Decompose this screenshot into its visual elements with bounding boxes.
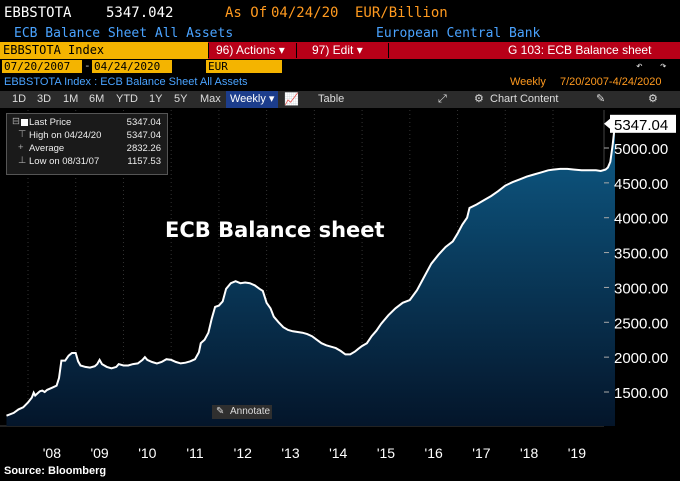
function-title: G 103: ECB Balance sheet xyxy=(508,42,678,59)
divider xyxy=(388,43,389,58)
unit: EUR/Billion xyxy=(355,5,448,21)
legend-panel[interactable]: ⊟ Last Price 5347.04 ⊤ High on 04/24/20 … xyxy=(6,113,168,175)
y-axis: 1500.00 2000.00 2500.00 3000.00 3500.00 4000.… xyxy=(604,141,668,402)
x-tick-label: '13 xyxy=(281,445,299,461)
chart-content-button[interactable]: Chart Content xyxy=(490,93,559,105)
settings-icon[interactable]: ⚙ xyxy=(648,93,658,105)
x-tick-label: '10 xyxy=(138,445,156,461)
last-value-box xyxy=(610,114,676,133)
security-header: EBBSTOTA 5347.042 As Of 04/24/20 EUR/Bil… xyxy=(0,0,680,26)
x-tick-label: '19 xyxy=(568,445,586,461)
y-tick-label: 4500.00 xyxy=(614,176,668,193)
last-value-marker: 5347.04 xyxy=(604,114,676,134)
x-tick-label: '12 xyxy=(234,445,252,461)
x-tick-label: '14 xyxy=(329,445,347,461)
edit-menu[interactable]: 97) Edit ▾ xyxy=(312,42,382,59)
average-icon: + xyxy=(18,142,24,153)
divider xyxy=(208,43,209,58)
legend-last-label: Last Price xyxy=(29,117,72,128)
legend-last-value: 5347.04 xyxy=(126,117,161,128)
period-1d[interactable]: 1D xyxy=(12,93,27,105)
period-max[interactable]: Max xyxy=(200,93,221,105)
source-footnote: Source: Bloomberg xyxy=(4,465,107,477)
x-tick-label: '15 xyxy=(377,445,395,461)
series-line xyxy=(6,123,616,417)
redo-icon[interactable]: ↷ xyxy=(660,59,667,72)
x-tick-label: '16 xyxy=(425,445,443,461)
chart-area: 1500.00 2000.00 2500.00 3000.00 3500.00 4000.… xyxy=(0,110,676,461)
chart-subtitle: EBBSTOTA Index : ECB Balance Sheet All A… xyxy=(4,76,248,88)
legend-low-label: Low on 08/31/07 xyxy=(29,156,100,167)
last-value-pointer xyxy=(604,118,610,129)
collapse-icon[interactable]: ⊟ xyxy=(12,116,20,127)
description: ECB Balance Sheet All Assets xyxy=(14,26,234,41)
chart-title: ECB Balance sheet xyxy=(165,218,385,242)
last-price: 5347.042 xyxy=(106,5,174,21)
legend-high-value: 5347.04 xyxy=(126,130,161,141)
high-icon: ⊤ xyxy=(18,129,27,140)
low-icon: ⊥ xyxy=(18,155,27,166)
chart-content-icon[interactable]: ⚙ xyxy=(474,93,484,105)
y-tick-label: 1500.00 xyxy=(614,385,668,402)
currency-select[interactable]: EUR xyxy=(206,60,282,73)
x-axis: '08 '09 '10 '11 '12 '13 '14 '15 '16 '17 '18 '19 xyxy=(43,445,586,461)
period-ytd[interactable]: YTD xyxy=(116,93,138,105)
legend-high-label: High on 04/24/20 xyxy=(29,130,102,141)
y-tick-label: 3500.00 xyxy=(614,246,668,263)
description-row: ECB Balance Sheet All Assets European Ce… xyxy=(0,26,680,42)
y-tick-label: 2000.00 xyxy=(614,350,668,367)
period-1m[interactable]: 1M xyxy=(63,93,79,105)
y-tick-label: 2500.00 xyxy=(614,315,668,332)
expand-icon[interactable]: ⤢ xyxy=(438,93,447,105)
actions-menu[interactable]: 96) Actions ▾ xyxy=(216,42,292,59)
x-tick-label: '08 xyxy=(43,445,61,461)
annotate-icon: ✎ xyxy=(216,406,225,417)
x-tick-label: '11 xyxy=(186,445,203,461)
date-range-row: 07/20/2007 - 04/24/2020 EUR ↶ ↷ xyxy=(0,59,680,74)
source-name: European Central Bank xyxy=(376,26,541,41)
series-area xyxy=(6,123,615,427)
annotate-button[interactable]: ✎ Annotate xyxy=(212,405,272,419)
y-tick-label: 3000.00 xyxy=(614,280,668,297)
x-tick-label: '17 xyxy=(472,445,490,461)
end-date-input[interactable]: 04/24/2020 xyxy=(92,60,172,73)
chart-toolbar: 1D 3D 1M 6M YTD 1Y 5Y Max Weekly ▾ 📈 Tab… xyxy=(0,91,680,108)
y-tick-label: 5000.00 xyxy=(614,141,668,158)
index-field[interactable]: EBBSTOTA Index xyxy=(0,42,208,59)
subheader: EBBSTOTA Index : ECB Balance Sheet All A… xyxy=(0,75,680,91)
chart-type-icon[interactable]: 📈 xyxy=(284,92,299,106)
start-date-input[interactable]: 07/20/2007 xyxy=(2,60,82,73)
frequency-label: Weekly xyxy=(510,76,546,88)
ticker: EBBSTOTA xyxy=(4,5,72,21)
as-of-date: 04/24/20 xyxy=(271,5,339,21)
range-dash: - xyxy=(84,59,91,72)
x-tick-label: '09 xyxy=(90,445,108,461)
table-button[interactable]: Table xyxy=(318,93,345,105)
annotate-label: Annotate xyxy=(230,406,271,417)
undo-icon[interactable]: ↶ xyxy=(636,59,643,72)
edit-icon[interactable]: ✎ xyxy=(596,93,606,105)
range-label: 7/20/2007-4/24/2020 xyxy=(560,76,662,88)
y-tick-label: 4000.00 xyxy=(614,211,668,228)
divider xyxy=(296,43,297,58)
series-swatch xyxy=(21,119,28,126)
period-3d[interactable]: 3D xyxy=(37,93,52,105)
last-value-label: 5347.04 xyxy=(614,117,668,134)
as-of-label: As Of xyxy=(225,5,268,21)
legend-average-value: 2832.26 xyxy=(126,143,161,154)
command-bar: EBBSTOTA Index 96) Actions ▾ 97) Edit ▾ … xyxy=(0,42,680,59)
legend-low-value: 1157.53 xyxy=(127,156,161,167)
period-5y[interactable]: 5Y xyxy=(174,93,188,105)
x-tick-label: '18 xyxy=(520,445,538,461)
period-6m[interactable]: 6M xyxy=(89,93,105,105)
period-1y[interactable]: 1Y xyxy=(149,93,163,105)
legend-average-label: Average xyxy=(29,143,65,154)
frequency-dropdown[interactable]: Weekly ▾ xyxy=(226,91,279,108)
